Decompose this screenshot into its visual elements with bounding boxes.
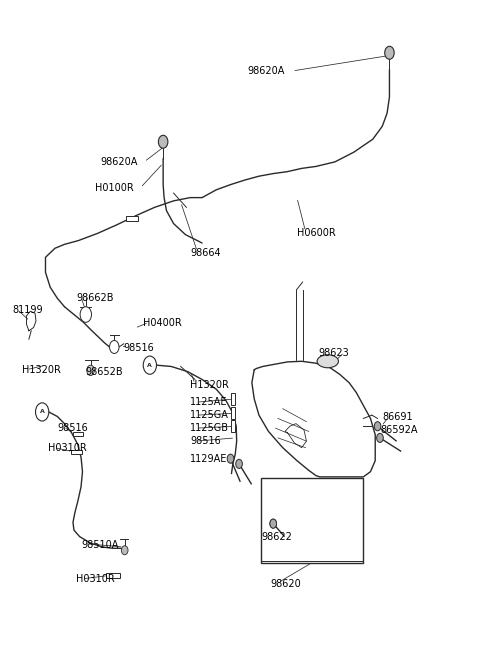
Circle shape	[109, 341, 119, 354]
Text: 98516: 98516	[124, 343, 155, 353]
Text: H0310R: H0310R	[48, 443, 86, 453]
Text: 86691: 86691	[383, 412, 413, 422]
Text: 98620A: 98620A	[248, 66, 285, 76]
Circle shape	[270, 519, 276, 528]
Circle shape	[374, 422, 381, 431]
Circle shape	[36, 403, 49, 421]
Circle shape	[236, 459, 242, 468]
Text: H0310R: H0310R	[76, 574, 115, 584]
Text: 1125GB: 1125GB	[190, 423, 229, 433]
Text: 98664: 98664	[190, 248, 221, 258]
Circle shape	[270, 519, 276, 528]
Text: A: A	[40, 409, 45, 415]
Circle shape	[143, 356, 156, 374]
Ellipse shape	[317, 355, 338, 367]
Circle shape	[384, 47, 394, 60]
Text: 98516: 98516	[190, 436, 221, 446]
Text: 1125GA: 1125GA	[190, 410, 229, 420]
Text: H0400R: H0400R	[143, 318, 181, 328]
Text: 98516: 98516	[57, 423, 88, 433]
Text: H0100R: H0100R	[95, 183, 133, 193]
Text: 1129AE: 1129AE	[190, 454, 228, 464]
Circle shape	[158, 136, 168, 148]
Circle shape	[227, 454, 234, 463]
Bar	[72, 432, 83, 436]
Circle shape	[87, 365, 95, 375]
Circle shape	[121, 546, 128, 555]
Text: 98510A: 98510A	[81, 540, 119, 550]
Text: 98652B: 98652B	[86, 367, 123, 377]
Text: 98620A: 98620A	[101, 157, 138, 167]
Polygon shape	[252, 362, 375, 477]
Text: H1320R: H1320R	[22, 365, 60, 375]
Text: 98623: 98623	[318, 348, 349, 358]
Bar	[231, 421, 235, 432]
Bar	[261, 478, 363, 563]
Text: A: A	[147, 363, 152, 367]
Text: 98622: 98622	[261, 532, 292, 542]
Text: 86592A: 86592A	[380, 425, 418, 435]
Text: H1320R: H1320R	[190, 380, 229, 390]
Text: 81199: 81199	[12, 305, 43, 315]
Text: H0600R: H0600R	[297, 229, 336, 238]
Circle shape	[377, 434, 384, 442]
Bar	[231, 407, 235, 419]
Text: 98662B: 98662B	[76, 293, 114, 303]
Circle shape	[80, 307, 92, 322]
Bar	[71, 450, 82, 455]
Text: 1125AE: 1125AE	[190, 397, 228, 407]
Bar	[231, 393, 235, 405]
Bar	[126, 216, 138, 221]
Text: 98620: 98620	[271, 579, 301, 589]
Bar	[106, 573, 120, 578]
